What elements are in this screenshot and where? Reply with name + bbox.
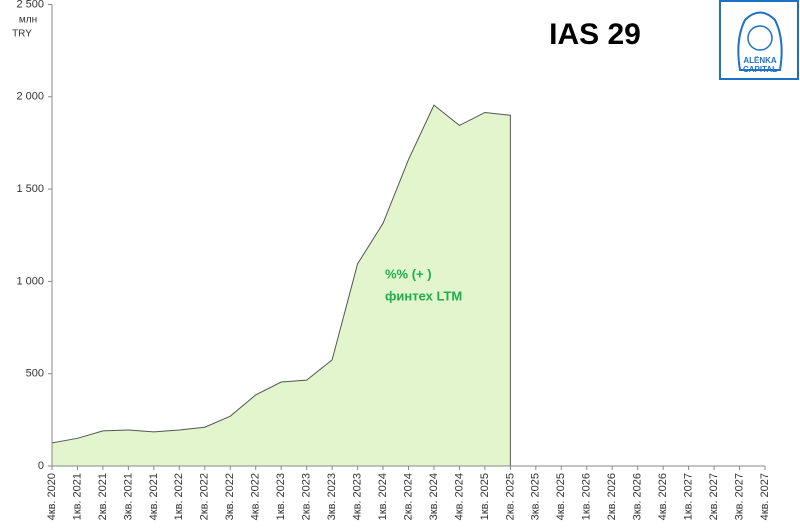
x-tick-label: 1кв. 2024 <box>377 473 389 520</box>
y-tick-label: 0 <box>38 460 44 472</box>
area <box>51 104 511 467</box>
y-tick-label: 1 500 <box>16 183 44 195</box>
x-tick-label: 4кв. 2023 <box>351 473 363 520</box>
x-tick-label: 4кв. 2021 <box>148 473 160 520</box>
x-tick-label: 3кв. 2025 <box>530 473 542 520</box>
x-tick-label: 4кв. 2027 <box>759 473 771 520</box>
x-tick-label: 3кв. 2026 <box>632 473 644 520</box>
x-tick-label: 2кв. 2025 <box>504 473 516 520</box>
x-tick-label: 2кв. 2021 <box>97 473 109 520</box>
x-tick-label: 2кв. 2026 <box>606 473 618 520</box>
logo-face <box>747 25 773 51</box>
x-tick-label: 1кв. 2021 <box>71 473 83 520</box>
x-tick-label: 3кв. 2021 <box>122 473 134 520</box>
x-tick-label: 2кв. 2023 <box>301 473 313 520</box>
x-tick-label: 1кв. 2022 <box>173 473 185 520</box>
x-tick-label: 4кв. 2022 <box>250 473 262 520</box>
x-tick-label: 4кв. 2026 <box>657 473 669 520</box>
x-tick-label: 4кв. 2020 <box>46 473 58 520</box>
x-tick-label: 3кв. 2022 <box>224 473 236 520</box>
logo-frame <box>719 0 799 80</box>
y-unit: TRY <box>12 29 32 40</box>
x-tick-label: 2кв. 2024 <box>402 473 414 520</box>
chart-title: IAS 29 <box>549 18 641 51</box>
y-unit: млн <box>19 15 37 26</box>
x-tick-label: 1кв. 2026 <box>581 473 593 520</box>
logo-figure <box>737 11 783 71</box>
y-tick-label: 500 <box>26 368 44 380</box>
y-tick-label: 2 000 <box>16 91 44 103</box>
logo-text: CAPITAL <box>743 65 777 74</box>
x-tick-label: 3кв. 2023 <box>326 473 338 520</box>
y-tick-label: 2 500 <box>16 0 44 10</box>
x-tick-label: 1кв. 2027 <box>683 473 695 520</box>
x-tick-label: 1кв. 2025 <box>479 473 491 520</box>
x-tick-label: 3кв. 2024 <box>428 473 440 520</box>
x-tick-label: 4кв. 2024 <box>453 473 465 520</box>
logo-text: ALЁNKA <box>743 56 777 65</box>
x-tick-label: 2кв. 2027 <box>708 473 720 520</box>
annotation: %% (+ ) <box>385 266 432 281</box>
x-tick-label: 4кв. 2025 <box>555 473 567 520</box>
x-tick-label: 3кв. 2027 <box>733 473 745 520</box>
annotation: финтех LTM <box>385 288 462 303</box>
logo: ALЁNKA CAPITAL <box>719 0 799 80</box>
y-tick-label: 1 000 <box>16 275 44 287</box>
x-tick-label: 2кв. 2022 <box>199 473 211 520</box>
x-tick-label: 1кв. 2023 <box>275 473 287 520</box>
